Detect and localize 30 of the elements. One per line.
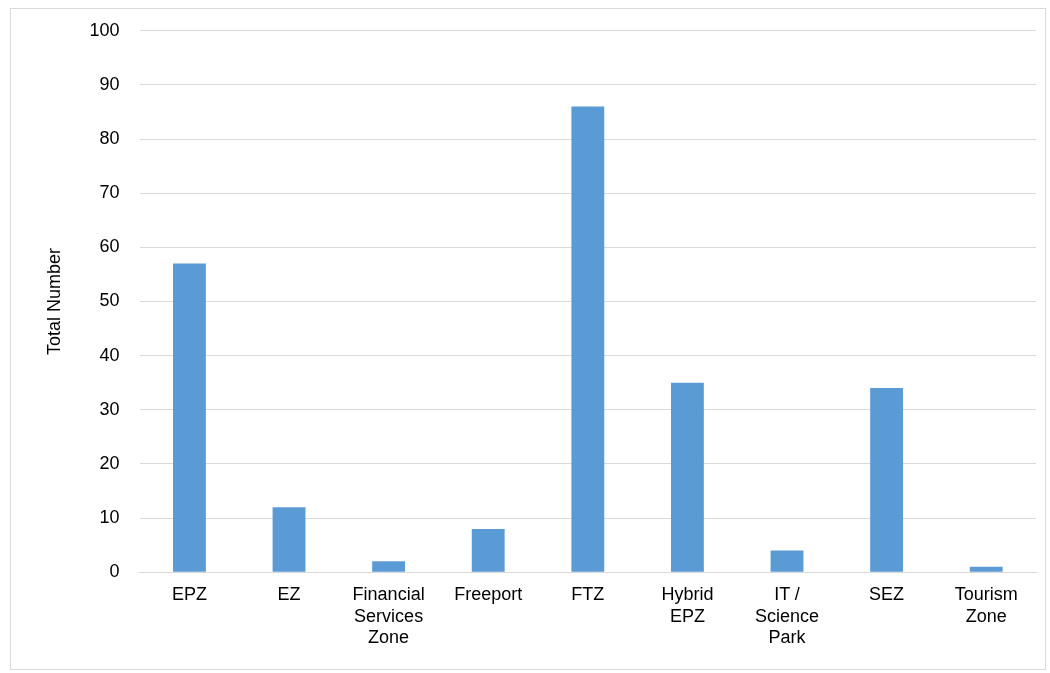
x-tick-label: Tourism Zone [954, 583, 1018, 626]
y-tick-label: 80 [99, 128, 120, 149]
y-tick-label: 60 [99, 236, 120, 257]
bar [173, 263, 206, 572]
bar [770, 550, 804, 572]
bar [272, 507, 306, 572]
y-tick-label: 50 [99, 290, 120, 311]
bar [870, 388, 904, 572]
y-tick-label: 40 [99, 344, 120, 365]
x-tick-label: IT / Science Park [754, 583, 820, 648]
x-tick-label: SEZ [869, 583, 905, 604]
y-tick-label: 20 [99, 452, 120, 473]
x-tick-label: Financial Services Zone [352, 583, 425, 648]
x-tick-label: EZ [277, 583, 301, 604]
y-axis-title: Total Number [43, 247, 64, 356]
y-tick-label: 0 [109, 561, 120, 582]
y-tick-label: 30 [99, 398, 120, 419]
bar [571, 106, 605, 572]
bar [471, 528, 505, 572]
bar [670, 382, 704, 572]
bar [969, 566, 1003, 572]
bar [372, 561, 406, 572]
x-tick-label: Hybrid EPZ [661, 583, 714, 626]
y-tick-label: 10 [99, 507, 120, 528]
y-tick-label: 70 [99, 182, 120, 203]
x-tick-label: EPZ [171, 583, 207, 604]
y-tick-label: 90 [99, 73, 120, 94]
x-tick-label: FTZ [571, 583, 605, 604]
y-tick-label: 100 [89, 19, 120, 40]
x-tick-label: Freeport [454, 583, 523, 604]
